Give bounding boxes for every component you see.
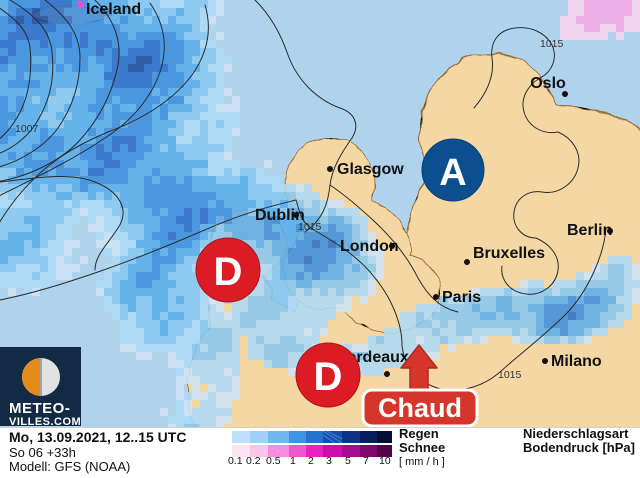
svg-text:0.1: 0.1 — [228, 455, 243, 467]
svg-text:[ mm / h ]: [ mm / h ] — [399, 456, 445, 468]
svg-text:Niederschlagsart: Niederschlagsart — [523, 426, 629, 441]
svg-text:Regen: Regen — [399, 426, 439, 441]
svg-text:0.2: 0.2 — [246, 455, 261, 467]
svg-text:1: 1 — [290, 455, 296, 467]
svg-text:So 06 +33h: So 06 +33h — [9, 445, 76, 460]
svg-text:Mo, 13.09.2021, 12..15 UTC: Mo, 13.09.2021, 12..15 UTC — [9, 429, 186, 445]
svg-text:0.5: 0.5 — [266, 455, 281, 467]
svg-text:2: 2 — [308, 455, 314, 467]
svg-text:Schnee: Schnee — [399, 440, 445, 455]
svg-text:3: 3 — [326, 455, 332, 467]
svg-text:Modell: GFS (NOAA): Modell: GFS (NOAA) — [9, 459, 130, 474]
svg-text:10: 10 — [379, 455, 391, 467]
svg-text:5: 5 — [345, 455, 351, 467]
svg-text:7: 7 — [363, 455, 369, 467]
svg-text:Bodendruck [hPa]: Bodendruck [hPa] — [523, 440, 635, 455]
